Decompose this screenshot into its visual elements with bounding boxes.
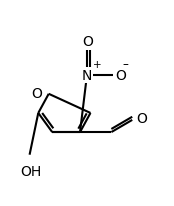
Text: OH: OH: [21, 164, 42, 178]
Text: –: –: [123, 58, 129, 71]
Text: O: O: [137, 112, 148, 125]
Text: O: O: [31, 87, 42, 101]
Text: O: O: [116, 68, 127, 82]
Text: O: O: [82, 35, 93, 48]
Text: +: +: [93, 60, 102, 70]
Text: N: N: [82, 68, 92, 82]
